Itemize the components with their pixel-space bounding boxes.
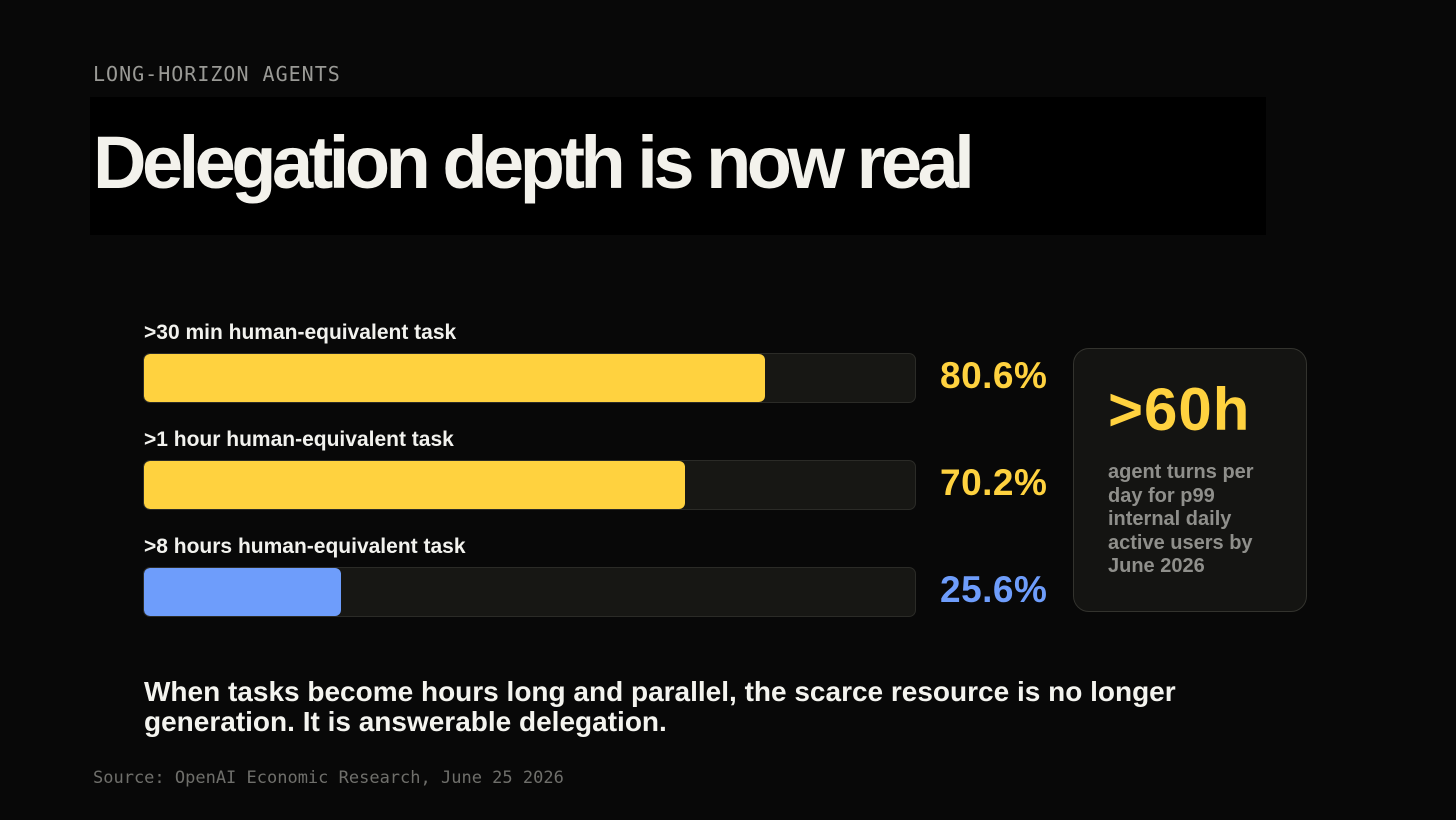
bar-label: >1 hour human-equivalent task xyxy=(144,428,454,451)
stat-value: >60h xyxy=(1108,376,1251,443)
page-title: Delegation depth is now real xyxy=(93,121,975,204)
bar-value-label: 25.6% xyxy=(940,569,1048,610)
bar-label: >30 min human-equivalent task xyxy=(144,321,457,344)
bar-track xyxy=(143,353,916,403)
bar-label: >8 hours human-equivalent task xyxy=(144,535,466,558)
bar-fill xyxy=(144,354,765,402)
source-note: Source: OpenAI Economic Research, June 2… xyxy=(93,768,564,788)
stat-card: >60h agent turns per day for p99 interna… xyxy=(1073,348,1307,612)
bar-fill xyxy=(144,461,685,509)
eyebrow-label: LONG-HORIZON AGENTS xyxy=(93,62,341,86)
takeaway-text: When tasks become hours long and paralle… xyxy=(144,676,1176,737)
bar-track xyxy=(143,567,916,617)
bar-value-label: 80.6% xyxy=(940,355,1048,396)
title-band xyxy=(90,97,1266,235)
bar-track xyxy=(143,460,916,510)
bar-value-label: 70.2% xyxy=(940,462,1048,503)
bar-fill xyxy=(144,568,341,616)
stat-description: agent turns per day for p99 internal dai… xyxy=(1108,461,1254,577)
